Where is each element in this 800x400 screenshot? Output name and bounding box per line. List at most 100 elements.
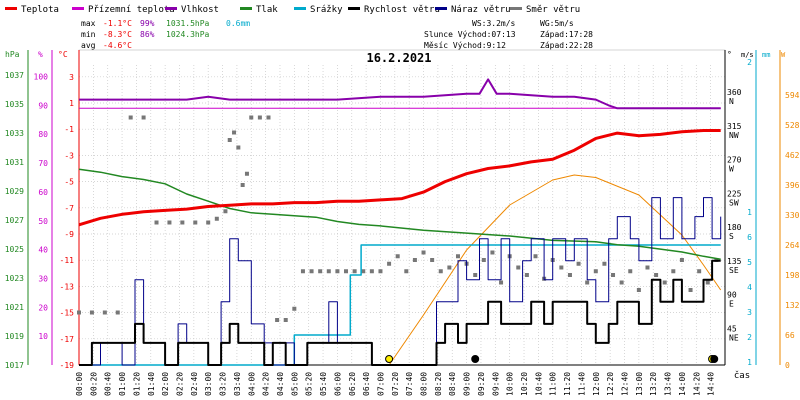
wind-direction-point bbox=[585, 280, 590, 285]
wind-direction-point bbox=[688, 288, 693, 292]
x-tick: 13:00 bbox=[635, 372, 644, 396]
x-tick: 09:40 bbox=[491, 372, 500, 396]
series-teplota bbox=[78, 129, 721, 227]
x-tick: 01:20 bbox=[132, 372, 141, 396]
x-tick: 00:20 bbox=[89, 372, 98, 396]
wind-direction-point bbox=[636, 288, 641, 292]
direction-cardinal: NW bbox=[729, 131, 739, 140]
x-tick: 10:20 bbox=[520, 372, 529, 396]
x-tick: 11:00 bbox=[549, 372, 558, 396]
wind-direction-point bbox=[214, 216, 219, 221]
wind-direction-point bbox=[352, 269, 357, 274]
rain-tick: 396 bbox=[785, 181, 800, 190]
legend-swatch bbox=[294, 7, 306, 10]
marker-moonrise bbox=[471, 355, 480, 363]
wind-direction-point bbox=[369, 269, 374, 274]
temperature-tick: -3 bbox=[64, 151, 74, 160]
temperature-tick: -15 bbox=[60, 309, 75, 318]
wind-direction-point bbox=[559, 265, 564, 270]
wind-direction-point bbox=[167, 220, 172, 225]
rain-tick: 528 bbox=[785, 121, 800, 130]
wind-direction-point bbox=[395, 254, 400, 259]
direction-cardinal: W bbox=[729, 165, 734, 174]
wind-direction-point bbox=[292, 306, 297, 311]
x-tick: 03:00 bbox=[204, 372, 213, 396]
wind-direction-point bbox=[593, 269, 598, 274]
x-tick: 12:40 bbox=[621, 372, 630, 396]
wind-direction-point bbox=[645, 265, 650, 270]
wind-direction-point bbox=[499, 280, 504, 285]
direction-tick: 135 bbox=[727, 257, 742, 266]
temperature-tick: -13 bbox=[60, 282, 75, 291]
rain-tick: 66 bbox=[785, 331, 795, 340]
pressure-tick: 1035 bbox=[5, 100, 24, 109]
wind-direction-point bbox=[654, 273, 659, 277]
x-tick: 10:40 bbox=[534, 372, 543, 396]
direction-axis-label: ° bbox=[727, 50, 732, 59]
pressure-tick: 1025 bbox=[5, 245, 24, 254]
wind-axis-label: m/s bbox=[741, 51, 754, 59]
rain-tick: 264 bbox=[785, 241, 800, 250]
marker-sunrise bbox=[385, 355, 394, 363]
wind-direction-point bbox=[524, 273, 529, 277]
x-tick: 13:20 bbox=[649, 372, 658, 396]
wind-direction-point bbox=[430, 258, 435, 262]
humidity-tick: 30 bbox=[38, 274, 48, 283]
stat-moonset: Západ:22:28 bbox=[540, 41, 593, 50]
wind-direction-point bbox=[361, 269, 366, 274]
wind-direction-point bbox=[141, 115, 146, 120]
stat-wind-gust: WG:5m/s bbox=[540, 19, 574, 28]
temperature-tick: 1 bbox=[69, 99, 74, 108]
humidity-tick: 90 bbox=[38, 101, 48, 110]
wind-direction-point bbox=[154, 220, 159, 225]
wind-direction-point bbox=[180, 220, 185, 225]
x-tick: 04:00 bbox=[247, 372, 256, 396]
stat-temp: -8.3°C bbox=[103, 30, 132, 39]
wind-direction-point bbox=[455, 254, 460, 259]
temperature-tick: -9 bbox=[64, 230, 74, 239]
legend-label: Přízemní teplota bbox=[88, 5, 175, 15]
x-tick: 00:00 bbox=[75, 372, 84, 396]
pressure-tick: 1029 bbox=[5, 187, 24, 196]
wind-direction-point bbox=[438, 269, 443, 274]
wind-tick: 4 bbox=[747, 283, 752, 292]
wind-direction-point bbox=[236, 145, 241, 150]
wind-direction-point bbox=[412, 258, 417, 262]
stat-humidity: 86% bbox=[140, 30, 155, 39]
wind-direction-point bbox=[671, 269, 676, 274]
wind-direction-point bbox=[206, 220, 211, 225]
rain-tick: 132 bbox=[785, 301, 800, 310]
x-tick: 06:40 bbox=[362, 372, 371, 396]
wind-direction-point bbox=[679, 258, 684, 262]
x-tick: 05:20 bbox=[305, 372, 314, 396]
wind-direction-point bbox=[257, 115, 262, 120]
x-tick: 00:40 bbox=[104, 372, 113, 396]
x-tick: 05:00 bbox=[290, 372, 299, 396]
wind-direction-point bbox=[628, 269, 633, 274]
temperature-tick: -11 bbox=[60, 256, 75, 265]
stat-sunset: Západ:17:28 bbox=[540, 30, 593, 39]
humidity-tick: 60 bbox=[38, 188, 48, 197]
wind-direction-point bbox=[244, 171, 249, 176]
direction-tick: 90 bbox=[727, 291, 737, 300]
wind-direction-point bbox=[249, 115, 254, 120]
humidity-tick: 40 bbox=[38, 246, 48, 255]
wind-tick: 3 bbox=[747, 308, 752, 317]
wind-direction-point bbox=[326, 269, 331, 274]
wind-direction-point bbox=[404, 269, 409, 274]
wind-direction-point bbox=[490, 250, 495, 255]
plot-area bbox=[77, 78, 722, 366]
stat-pressure: 1024.3hPa bbox=[166, 30, 210, 39]
legend-swatch bbox=[72, 7, 84, 10]
direction-cardinal: SW bbox=[729, 198, 739, 207]
temperature-tick: -7 bbox=[64, 204, 74, 213]
wind-direction-point bbox=[115, 310, 120, 315]
x-tick: 08:40 bbox=[448, 372, 457, 396]
rain-tick: 330 bbox=[785, 211, 800, 220]
series-tlak bbox=[78, 168, 721, 260]
wind-direction-point bbox=[705, 280, 710, 285]
stat-humidity: 99% bbox=[140, 19, 155, 28]
stat-label: avg bbox=[81, 41, 96, 50]
humidity-tick: 70 bbox=[38, 159, 48, 168]
